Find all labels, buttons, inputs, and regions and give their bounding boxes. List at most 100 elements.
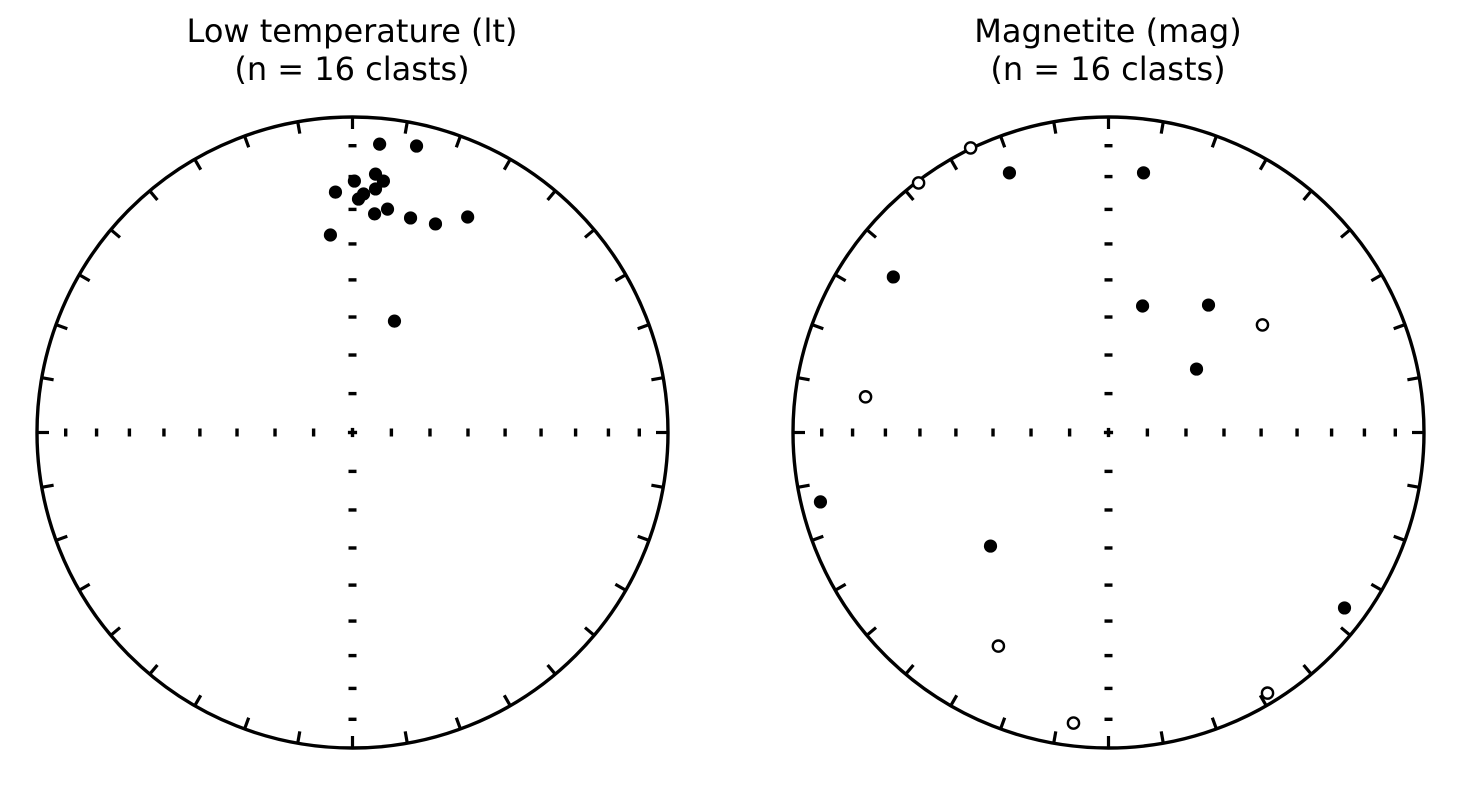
rim-tick xyxy=(998,135,1006,148)
rim-ticks xyxy=(792,117,1424,748)
rim-tick xyxy=(192,158,202,171)
axis-mark xyxy=(348,583,356,587)
axis-mark xyxy=(953,428,958,437)
center-mark xyxy=(1103,427,1113,438)
data-point-open xyxy=(991,639,1005,653)
plot-title-text: Low temperature (lt) xyxy=(186,12,518,50)
axis-mark xyxy=(1393,428,1397,437)
data-point-filled xyxy=(403,211,417,225)
rim-tick xyxy=(1392,534,1406,542)
axis-mark xyxy=(502,428,507,437)
data-point-filled xyxy=(886,270,900,284)
axis-mark xyxy=(606,428,610,437)
axis-mark xyxy=(348,143,356,148)
data-point-filled xyxy=(813,495,827,509)
axis-mark xyxy=(234,428,239,437)
rim-tick xyxy=(1406,483,1419,489)
data-point-filled xyxy=(460,210,474,224)
rim-tick xyxy=(147,189,159,202)
axis-mark xyxy=(1104,315,1112,319)
plot-title-text: Magnetite (mag) xyxy=(974,12,1242,50)
axis-mark xyxy=(1067,428,1071,437)
axis-mark xyxy=(348,546,356,550)
axis-mark xyxy=(538,428,543,437)
data-point-open xyxy=(963,141,977,155)
axis-mark xyxy=(1104,353,1112,357)
axis-mark xyxy=(1104,242,1112,246)
data-point-open xyxy=(1260,686,1274,700)
data-point-filled xyxy=(387,314,401,328)
data-point-filled xyxy=(1135,299,1149,313)
rim-tick xyxy=(454,717,462,730)
rim-tick xyxy=(1258,158,1268,171)
axis-mark xyxy=(1104,546,1112,550)
rim-tick xyxy=(797,483,810,489)
rim-tick xyxy=(41,483,54,489)
data-points xyxy=(813,141,1351,730)
graticule-marks xyxy=(819,143,1397,722)
rim-tick xyxy=(1301,663,1313,676)
data-point-filled xyxy=(347,174,361,188)
axis-mark xyxy=(348,315,356,319)
data-point-filled xyxy=(1136,166,1150,180)
rim-tick xyxy=(614,273,627,283)
plot-title: Low temperature (lt) (n = 16 clasts) xyxy=(2,12,702,88)
data-point-filled xyxy=(983,539,997,553)
rim-tick xyxy=(583,626,595,637)
axis-mark xyxy=(1104,391,1112,396)
axis-mark xyxy=(348,391,356,396)
axis-mark xyxy=(1329,428,1333,437)
axis-mark xyxy=(1104,619,1112,623)
rim-tick xyxy=(650,483,663,489)
rim-tick xyxy=(636,323,650,331)
rim-tick xyxy=(948,158,958,171)
rim-tick xyxy=(1370,582,1383,592)
axis-mark xyxy=(1104,143,1112,148)
axis-mark xyxy=(348,508,356,512)
rim-tick xyxy=(1159,121,1165,134)
rim-tick xyxy=(77,273,90,283)
data-point-filled xyxy=(409,139,423,153)
data-points xyxy=(323,137,474,328)
axis-mark xyxy=(348,353,356,357)
rim-tick xyxy=(1210,717,1218,730)
data-point-open xyxy=(1066,716,1080,730)
rim-tick xyxy=(545,663,557,676)
axis-mark xyxy=(1028,428,1033,437)
axis-mark xyxy=(1221,428,1226,437)
axis-mark xyxy=(1362,428,1366,437)
axis-mark xyxy=(1145,428,1149,437)
data-point-filled xyxy=(368,182,382,196)
data-point-filled xyxy=(351,192,365,206)
rim-tick xyxy=(1051,731,1057,744)
rim-tick xyxy=(1339,228,1351,239)
axis-mark xyxy=(127,428,131,437)
axis-mark xyxy=(1294,428,1299,437)
data-point-open xyxy=(858,390,872,404)
data-point-filled xyxy=(428,217,442,231)
data-point-filled xyxy=(380,202,394,216)
axis-mark xyxy=(990,428,995,437)
axis-mark xyxy=(272,428,277,437)
axis-mark xyxy=(348,469,356,474)
rim-tick xyxy=(242,135,250,148)
rim-tick xyxy=(650,376,663,382)
axis-mark xyxy=(1104,174,1112,179)
axis-mark xyxy=(197,428,202,437)
axis-mark xyxy=(1104,686,1112,691)
plot-subtitle-text: (n = 16 clasts) xyxy=(990,50,1226,88)
rim-tick xyxy=(1051,121,1057,134)
axis-mark xyxy=(348,619,356,623)
axis-mark xyxy=(1104,278,1112,282)
axis-mark xyxy=(348,207,356,212)
axis-mark xyxy=(348,686,356,691)
rim-tick xyxy=(192,694,202,707)
data-point-filled xyxy=(372,137,386,151)
rim-tick xyxy=(109,228,121,239)
rim-ticks xyxy=(36,117,668,748)
axis-mark xyxy=(883,428,887,437)
axis-mark xyxy=(348,717,356,722)
axis-mark xyxy=(1104,583,1112,587)
rim-tick xyxy=(1210,135,1218,148)
plot-title: Magnetite (mag) (n = 16 clasts) xyxy=(758,12,1458,88)
